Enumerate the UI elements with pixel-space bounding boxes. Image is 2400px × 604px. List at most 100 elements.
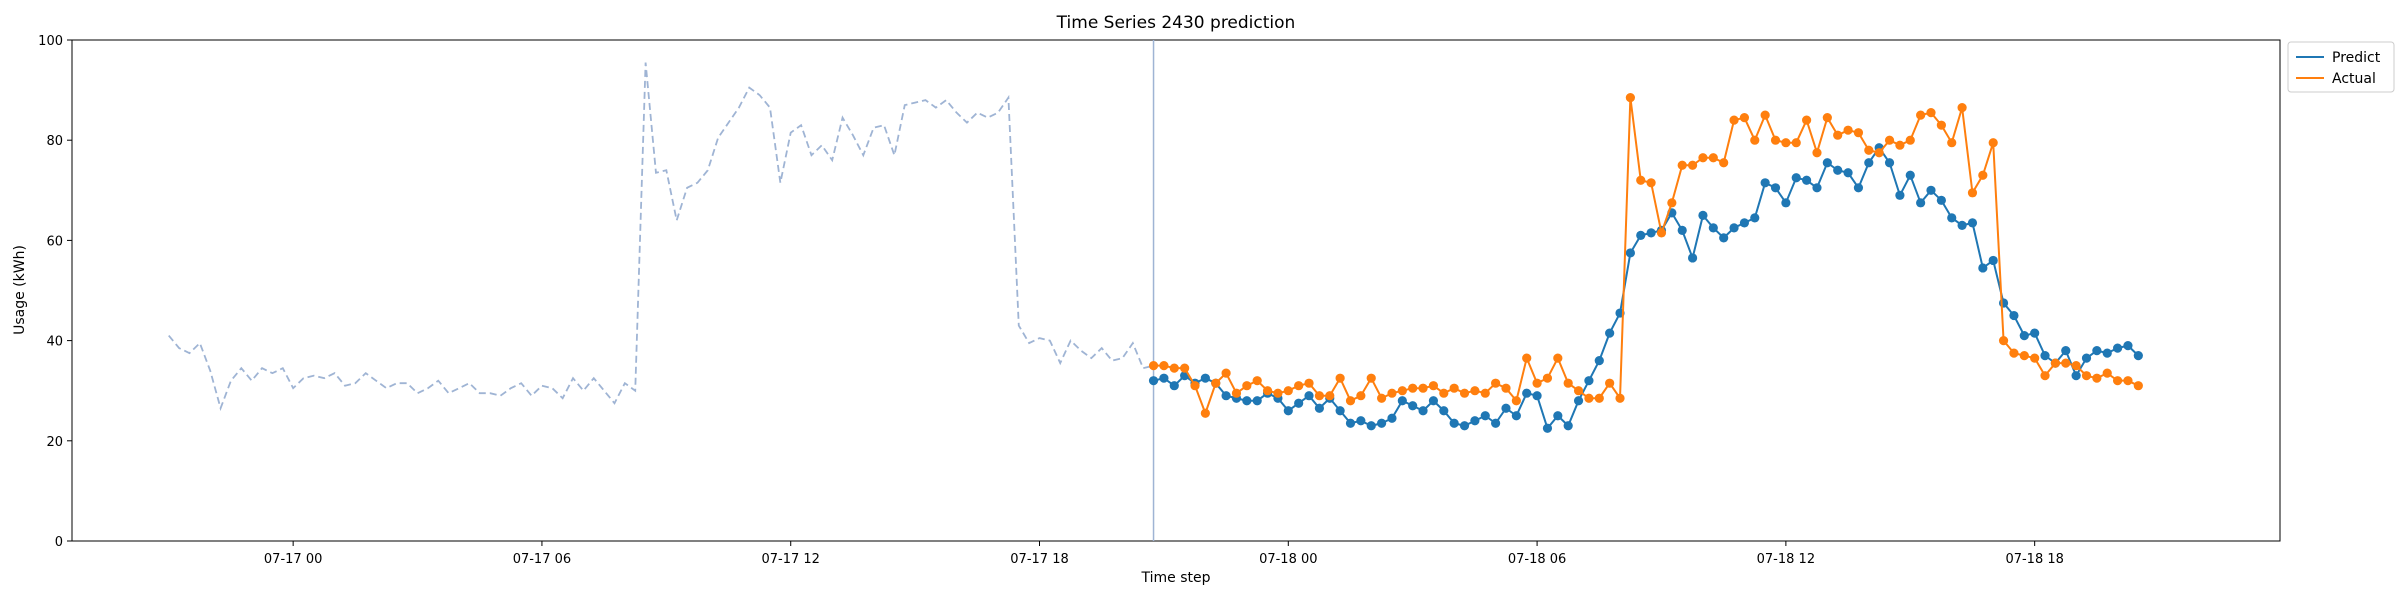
- actual-point: [1294, 381, 1304, 391]
- x-tick-label: 07-18 00: [1259, 552, 1317, 567]
- predict-point: [1605, 328, 1615, 338]
- predict-point: [1480, 411, 1490, 421]
- predict-point: [1553, 411, 1563, 421]
- actual-point: [1833, 130, 1843, 140]
- actual-point: [1480, 388, 1490, 398]
- predict-point: [2102, 348, 2112, 358]
- actual-point: [1262, 386, 1273, 396]
- predict-point: [2009, 310, 2019, 321]
- actual-point: [1273, 388, 1283, 398]
- predict-point: [1418, 406, 1428, 416]
- predict-point: [1936, 195, 1946, 205]
- predict-point: [2133, 351, 2143, 361]
- history-line: [168, 62, 1154, 412]
- actual-point: [1615, 393, 1625, 403]
- actual-point: [1180, 363, 1190, 373]
- predict-point: [1314, 403, 1324, 413]
- predict-point: [1770, 183, 1781, 193]
- predict-point: [2019, 330, 2029, 341]
- actual-point: [1345, 396, 1356, 406]
- predict-point: [1750, 213, 1760, 223]
- predict-point: [1967, 218, 1978, 228]
- actual-point: [1449, 383, 1459, 393]
- predict-point: [1304, 391, 1314, 401]
- actual-point: [1428, 381, 1439, 391]
- predict-point: [1387, 413, 1397, 423]
- x-tick-label: 07-18 18: [2005, 552, 2063, 567]
- predict-point: [1760, 178, 1770, 188]
- predict-point: [1947, 213, 1957, 223]
- predict-point: [2092, 346, 2102, 356]
- predict-point: [1573, 396, 1584, 406]
- predict-point: [1542, 423, 1553, 433]
- predict-point: [1408, 401, 1418, 411]
- actual-point: [1698, 153, 1708, 163]
- x-tick-label: 07-17 00: [264, 552, 322, 567]
- actual-point: [1148, 361, 1159, 371]
- actual-point: [1822, 113, 1832, 123]
- x-axis-label: Time step: [1141, 570, 1211, 586]
- actual-point: [1791, 138, 1801, 148]
- actual-point: [1211, 378, 1221, 388]
- predict-point: [1491, 418, 1501, 428]
- actual-point: [1563, 378, 1573, 388]
- predict-point: [1221, 391, 1231, 401]
- predict-point: [2030, 328, 2040, 338]
- predict-point: [1459, 421, 1470, 431]
- actual-point: [1625, 93, 1635, 103]
- actual-point: [1511, 396, 1521, 406]
- predict-point: [1916, 198, 1926, 208]
- actual-point: [1314, 391, 1324, 401]
- predict-point: [1397, 396, 1407, 406]
- x-tick-label: 07-17 06: [513, 552, 571, 567]
- predict-point: [1978, 263, 1988, 273]
- actual-point: [1677, 160, 1687, 170]
- actual-point: [1926, 108, 1936, 118]
- predict-point: [1377, 418, 1387, 428]
- predict-point: [1159, 373, 1169, 383]
- predict-point: [2040, 351, 2050, 361]
- predict-point: [1677, 225, 1687, 235]
- actual-point: [1408, 383, 1418, 393]
- actual-point: [1978, 170, 1988, 180]
- predict-point: [1687, 253, 1698, 263]
- predict-point: [1169, 381, 1179, 391]
- actual-point: [1200, 408, 1210, 418]
- y-axis: 0 20 40 60 80 100: [38, 34, 72, 550]
- actual-point: [1864, 145, 1874, 155]
- actual-point: [1190, 381, 1200, 391]
- actual-point: [1501, 383, 1511, 393]
- y-tick-label: 100: [38, 34, 63, 49]
- actual-point: [1573, 386, 1584, 396]
- predict-point: [1366, 421, 1376, 431]
- actual-point: [1988, 138, 1998, 148]
- actual-point: [1605, 378, 1615, 388]
- actual-point: [1366, 373, 1376, 383]
- predict-point: [1988, 255, 1998, 266]
- predict-point: [1636, 230, 1646, 240]
- predict-point: [1781, 198, 1791, 208]
- legend-box: [2287, 41, 2395, 93]
- actual-point: [1884, 135, 1895, 145]
- actual-point: [1770, 135, 1781, 145]
- actual-point: [1812, 148, 1822, 158]
- predict-point: [2071, 371, 2081, 381]
- predict-point: [1200, 373, 1210, 383]
- predict-point: [1594, 356, 1604, 366]
- actual-point: [1957, 103, 1967, 113]
- predict-point: [1501, 403, 1511, 413]
- predict-point: [1428, 396, 1439, 406]
- predict-point: [1739, 218, 1750, 228]
- actual-point: [1377, 393, 1387, 403]
- predict-point: [1646, 228, 1656, 238]
- actual-point: [2061, 358, 2071, 368]
- predict-point: [1864, 158, 1874, 168]
- actual-point: [1335, 373, 1345, 383]
- plot-area: [71, 39, 2281, 542]
- y-axis-label: Usage (kWh): [12, 245, 28, 335]
- actual-point: [1656, 228, 1667, 238]
- actual-point: [1356, 391, 1366, 401]
- predict-point: [1625, 248, 1635, 258]
- actual-point: [1760, 110, 1770, 120]
